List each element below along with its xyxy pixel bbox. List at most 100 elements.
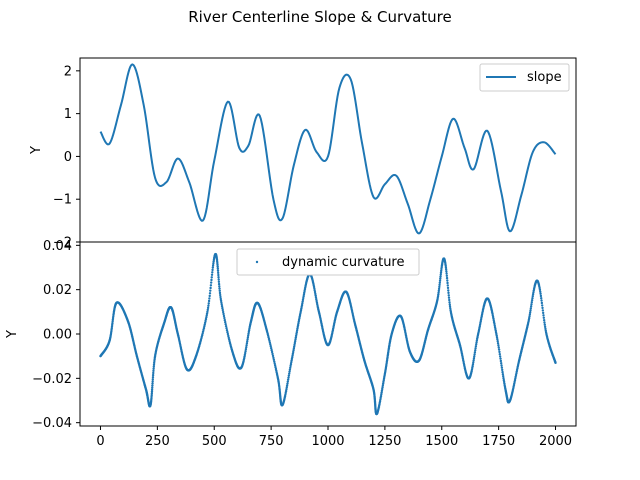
curvature-point	[219, 293, 222, 297]
curvature-point	[500, 364, 503, 367]
curvature-point	[245, 342, 249, 345]
curvature-point	[268, 341, 272, 344]
curvature-point	[208, 294, 211, 298]
curvature-point	[205, 312, 209, 315]
curvature-point	[247, 334, 250, 337]
curvature-x-tick-label: 1750	[482, 434, 515, 449]
curvature-point	[288, 368, 292, 371]
curvature-point	[501, 368, 504, 372]
curvature-point	[219, 299, 223, 302]
curvature-point	[501, 370, 504, 374]
curvature-point	[314, 292, 317, 296]
curvature-point	[286, 378, 290, 381]
curvature-point	[206, 308, 209, 312]
curvature-point	[447, 289, 450, 292]
curvature-point	[151, 382, 154, 385]
curvature-point	[539, 294, 543, 298]
slope-y-tick-label: −2	[53, 236, 72, 251]
curvature-point	[541, 309, 545, 312]
curvature-point	[474, 345, 478, 348]
curvature-point	[438, 283, 441, 287]
curvature-point	[152, 365, 156, 368]
curvature-point	[209, 284, 213, 287]
curvature-point	[270, 348, 273, 352]
curvature-point	[220, 305, 224, 308]
curvature-point	[440, 269, 443, 272]
curvature-legend-label: dynamic curvature	[282, 255, 405, 270]
curvature-point	[438, 285, 441, 289]
curvature-point	[381, 387, 384, 391]
curvature-point	[544, 327, 547, 331]
curvature-point	[292, 347, 296, 350]
curvature-point	[151, 373, 155, 377]
curvature-point	[542, 316, 546, 319]
curvature-point	[539, 292, 542, 295]
curvature-point	[223, 318, 226, 322]
curvature-point	[220, 301, 223, 304]
curvature-point	[542, 314, 545, 317]
curvature-point	[444, 266, 448, 269]
curvature-point	[289, 366, 292, 369]
curvature-point	[287, 376, 290, 379]
curvature-point	[152, 363, 156, 366]
curvature-point	[207, 304, 210, 307]
curvature-point	[497, 344, 500, 347]
curvature-point	[472, 361, 475, 364]
curvature-point	[286, 380, 290, 383]
curvature-point	[269, 346, 273, 350]
curvature-point	[472, 359, 475, 362]
curvature-point	[207, 302, 210, 305]
curvature-point	[150, 394, 153, 397]
curvature-point	[445, 276, 449, 280]
curvature-point	[496, 342, 500, 345]
curvature-point	[542, 318, 546, 322]
curvature-point	[293, 340, 297, 343]
curvature-point	[528, 313, 532, 316]
curvature-point	[439, 273, 442, 276]
curvature-point	[475, 341, 478, 344]
curvature-point	[473, 355, 476, 358]
slope-y-tick-label: 1	[64, 107, 72, 122]
curvature-point	[446, 279, 449, 282]
curvature-point	[270, 350, 274, 354]
curvature-point	[152, 369, 155, 373]
curvature-point	[286, 382, 289, 385]
curvature-point	[531, 294, 534, 298]
curvature-point	[272, 356, 275, 360]
curvature-point	[529, 305, 533, 308]
curvature-point	[208, 292, 212, 295]
curvature-point	[269, 343, 272, 346]
curvature-point	[220, 303, 223, 306]
curvature-point	[203, 325, 206, 328]
curvature-point	[221, 308, 224, 312]
curvature-point	[302, 295, 305, 298]
curvature-point	[287, 374, 291, 377]
curvature-point	[224, 320, 227, 324]
curvature-y-tick-label: 0.00	[43, 328, 72, 343]
curvature-point	[530, 298, 534, 302]
curvature-point	[273, 362, 276, 365]
curvature-point	[285, 388, 288, 391]
curvature-point	[151, 380, 154, 383]
curvature-point	[448, 301, 451, 304]
curvature-point	[529, 309, 532, 312]
curvature-point	[293, 343, 296, 347]
curvature-point	[554, 361, 557, 365]
curvature-point	[245, 346, 248, 349]
curvature-point	[445, 272, 448, 275]
curvature-point	[222, 312, 225, 316]
curvature-point	[475, 343, 478, 346]
curvature-point	[210, 276, 213, 279]
curvature-point	[152, 367, 155, 370]
curvature-point	[301, 300, 304, 303]
curvature-point	[289, 364, 292, 368]
curvature-legend: dynamic curvature	[236, 248, 420, 276]
curvature-point	[301, 302, 304, 305]
curvature-point	[226, 330, 229, 334]
curvature-point	[216, 263, 219, 266]
curvature-point	[273, 364, 277, 367]
curvature-point	[528, 315, 531, 318]
curvature-point	[217, 273, 220, 277]
curvature-point	[380, 391, 383, 394]
curvature-point	[437, 291, 440, 294]
